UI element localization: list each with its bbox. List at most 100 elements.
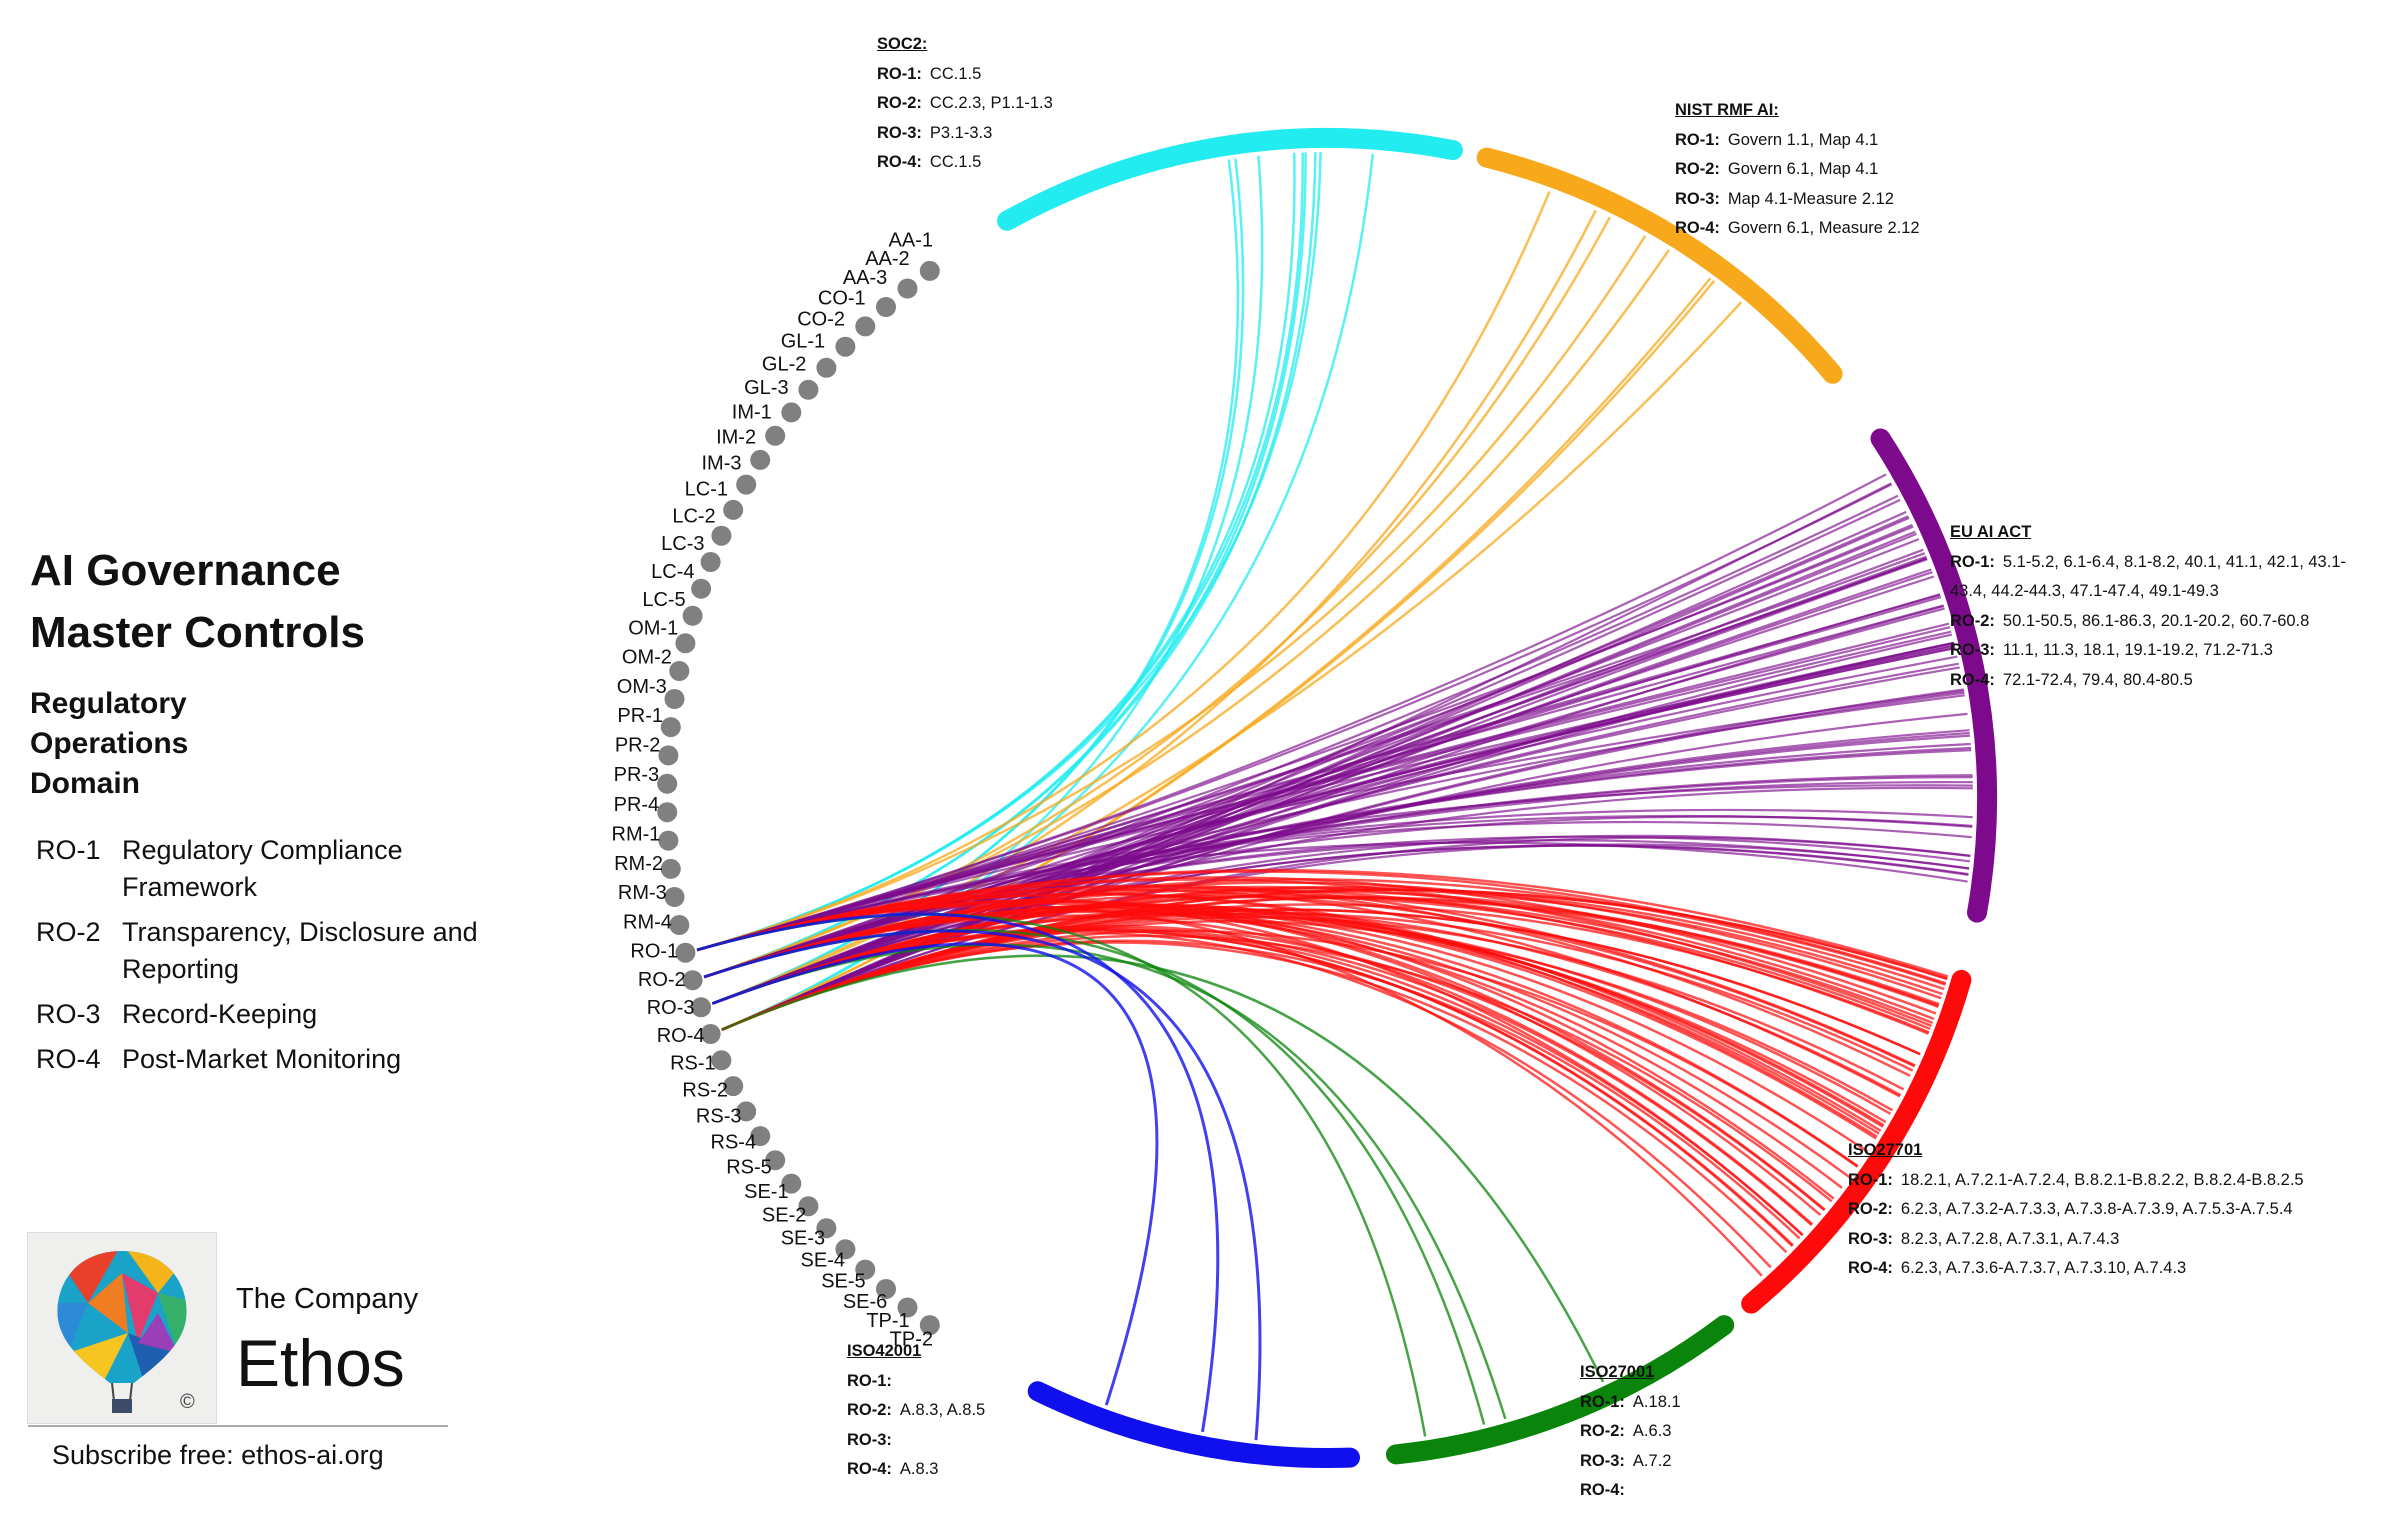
control-label: SE-4 <box>801 1249 845 1271</box>
framework-refs: CC.1.5 <box>929 153 982 171</box>
hot-air-balloon-icon <box>57 1251 187 1413</box>
control-dot <box>736 1101 757 1122</box>
control-dot <box>897 1297 918 1318</box>
framework-refs: A.8.3, A.8.5 <box>899 1401 986 1419</box>
framework-row: RO-2: A.8.3, A.8.5 <box>847 1396 985 1426</box>
arc-iso42001 <box>1027 1381 1360 1468</box>
link-iso27701 <box>703 903 1885 1127</box>
control-dot <box>711 525 732 546</box>
framework-refs: A.7.2 <box>1632 1451 1672 1470</box>
link-euai <box>712 786 1973 1005</box>
control-label: RM-3 <box>618 882 667 904</box>
control-dot <box>682 970 703 991</box>
framework-row: RO-3: A.7.2 <box>1580 1447 1681 1477</box>
control-dot <box>723 499 744 520</box>
ro-label: RO-1: <box>1580 1392 1625 1411</box>
framework-refs: Govern 6.1, Map 4.1 <box>1727 160 1879 178</box>
framework-row: RO-4: A.8.3 <box>847 1455 985 1485</box>
framework-title: EU AI ACT <box>1950 523 2032 541</box>
framework-block-soc2: SOC2: RO-1: CC.1.5 RO-2: CC.2.3, P1.1-1.3 … <box>877 30 1053 178</box>
control-dot <box>700 1024 721 1044</box>
control-label: RS-5 <box>726 1157 772 1179</box>
control-label: LC-2 <box>672 506 715 528</box>
framework-row: RO-2: Govern 6.1, Map 4.1 <box>1675 155 1920 185</box>
control-label: SE-3 <box>781 1227 825 1249</box>
framework-refs: 6.2.3, A.7.3.2-A.7.3.3, A.7.3.8-A.7.3.9,… <box>1900 1200 2293 1218</box>
link-iso27701 <box>721 915 1905 1091</box>
diagram-title-line1: AI Governance <box>30 546 341 595</box>
framework-row: RO-3: P3.1-3.3 <box>877 119 1053 149</box>
ro-label: RO-2: <box>1848 1200 1893 1218</box>
control-dot <box>835 1239 856 1260</box>
control-dot <box>669 915 690 935</box>
framework-refs: A.6.3 <box>1632 1422 1672 1440</box>
control-dot <box>691 997 712 1018</box>
framework-row: RO-1: 5.1-5.2, 6.1-6.4, 8.1-8.2, 40.1, 41… <box>1950 548 2380 607</box>
link-euai <box>712 729 1970 1005</box>
link-iso27001 <box>703 928 1486 1425</box>
control-label: RS-4 <box>711 1131 757 1153</box>
control-label: RO-2 <box>638 969 686 991</box>
domain-subtitle-line3: Domain <box>30 767 141 800</box>
control-label: RM-4 <box>623 911 672 933</box>
link-iso27701 <box>696 876 1937 1015</box>
control-dot <box>664 689 685 709</box>
ro-label: RO-2: <box>1950 611 1995 630</box>
framework-block-nist: NIST RMF AI: RO-1: Govern 1.1, Map 4.1 RO… <box>1675 96 1920 244</box>
link-euai <box>721 548 1924 1031</box>
ro-name: Post-Market Monitoring <box>122 1044 402 1074</box>
ro-id: RO-3 <box>36 999 101 1029</box>
ro-label: RO-1: <box>1848 1170 1893 1189</box>
control-dot <box>669 661 690 681</box>
framework-refs: 18.2.1, A.7.2.1-A.7.2.4, B.8.2.1-B.8.2.2… <box>1900 1170 2304 1189</box>
control-label: TP-2 <box>890 1329 933 1351</box>
framework-row: RO-1: <box>847 1367 985 1397</box>
framework-row: RO-4: 72.1-72.4, 79.4, 80.4-80.5 <box>1950 666 2380 696</box>
link-iso27001 <box>711 943 1507 1420</box>
control-label: AA-1 <box>889 230 933 252</box>
control-dot <box>660 717 681 738</box>
framework-title: SOC2: <box>877 35 928 53</box>
link-iso42001 <box>711 942 1159 1406</box>
framework-row: RO-2: 6.2.3, A.7.3.2-A.7.3.3, A.7.3.8-A.7… <box>1848 1195 2388 1225</box>
framework-refs: 50.1-50.5, 86.1-86.3, 20.1-20.2, 60.7-60… <box>2002 611 2310 630</box>
framework-refs: CC.2.3, P1.1-1.3 <box>929 94 1053 112</box>
control-label: AA-3 <box>843 267 887 289</box>
framework-row: RO-1: A.18.1 <box>1580 1388 1681 1418</box>
ro-label: RO-3: <box>1675 189 1720 208</box>
control-label: RM-1 <box>612 823 661 845</box>
link-euai <box>703 749 1972 978</box>
control-label: SE-1 <box>744 1181 788 1203</box>
ro-id: RO-2 <box>36 917 101 947</box>
framework-refs: 8.2.3, A.7.2.8, A.7.3.1, A.7.4.3 <box>1900 1229 2120 1248</box>
control-dot <box>876 297 896 317</box>
ro-label: RO-4: <box>1848 1259 1893 1277</box>
subscribe-link[interactable]: Subscribe free: ethos-ai.org <box>52 1440 384 1470</box>
ro-label: RO-4: <box>1580 1481 1625 1499</box>
ro-label: RO-3: <box>877 123 922 142</box>
arc-iso27001 <box>1386 1315 1735 1465</box>
ro-label: RO-2: <box>1675 160 1720 178</box>
framework-row: RO-4: Govern 6.1, Measure 2.12 <box>1675 214 1920 244</box>
diagram-title-line2: Master Controls <box>30 608 365 657</box>
ro-label: RO-1: <box>1675 130 1720 149</box>
ro-label: RO-1: <box>847 1371 892 1390</box>
framework-refs: 6.2.3, A.7.3.6-A.7.3.7, A.7.3.10, A.7.4.… <box>1900 1259 2187 1277</box>
framework-row: RO-1: Govern 1.1, Map 4.1 <box>1675 126 1920 156</box>
ro-label: RO-1: <box>1950 552 1995 571</box>
framework-title: ISO42001 <box>847 1342 922 1360</box>
control-labels: AA-1AA-2AA-3CO-1CO-2GL-1GL-2GL-3 IM-1 IM-2… <box>612 230 933 1351</box>
framework-row: RO-4: CC.1.5 <box>877 148 1053 178</box>
control-label: GL-1 <box>781 331 825 353</box>
arc-nist <box>1476 147 1843 384</box>
ro-legend-item: RO-1 Regulatory Compliance Framework <box>30 832 500 906</box>
link-nist <box>696 191 1551 952</box>
brand-company: The Company <box>236 1283 419 1315</box>
framework-refs: 5.1-5.2, 6.1-6.4, 8.1-8.2, 40.1, 41.1, 4… <box>1950 552 2346 601</box>
domain-subtitle: Regulatory Operations Domain <box>30 684 500 804</box>
control-label: OM-3 <box>617 676 667 698</box>
ro-legend-list: RO-1 Regulatory Compliance Framework RO-… <box>30 832 500 1078</box>
arc-soc2 <box>997 127 1463 231</box>
control-dot <box>691 578 712 599</box>
